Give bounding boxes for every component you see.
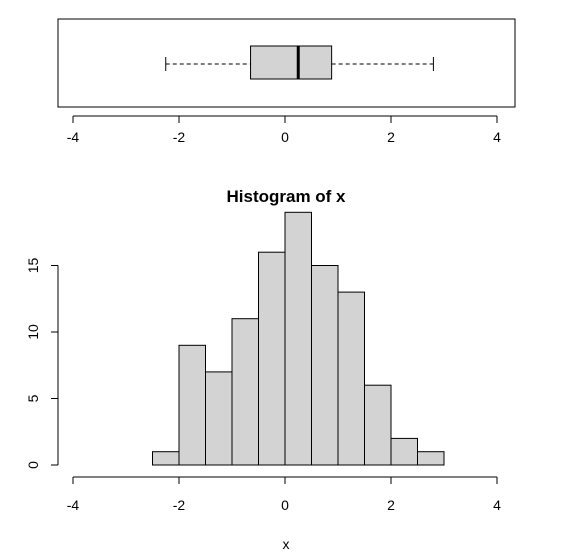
histogram-y-tick-label: 0 (25, 461, 41, 469)
histogram-y-tick-label: 15 (25, 258, 41, 274)
histogram-bar (178, 344, 206, 466)
histogram-panel: Histogram of x -4 -2 0 2 4 0 5 10 15 x (25, 187, 501, 552)
boxplot-x-tick-label: -2 (173, 129, 186, 145)
histogram-bar (390, 437, 418, 466)
boxplot-elements (165, 45, 434, 80)
histogram-bar (311, 265, 339, 466)
histogram-x-tick-label: -2 (173, 497, 186, 513)
histogram-x-tick-label: -4 (67, 497, 80, 513)
histogram-bar (284, 211, 312, 466)
boxplot-x-tick-label: 4 (493, 129, 501, 145)
boxplot-x-axis: -4 -2 0 2 4 (67, 115, 501, 145)
boxplot-x-tick-label: -4 (67, 129, 80, 145)
boxplot-x-tick-label: 0 (281, 129, 289, 145)
interquartile-box (250, 45, 333, 80)
boxplot-panel: -4 -2 0 2 4 (57, 18, 516, 145)
boxplot-x-tick-label: 2 (387, 129, 395, 145)
histogram-bar (258, 251, 286, 466)
histogram-bars (152, 211, 445, 466)
histogram-bar (417, 451, 445, 466)
histogram-bar (231, 318, 259, 466)
histogram-x-tick-label: 0 (281, 497, 289, 513)
histogram-bar (205, 371, 233, 466)
histogram-x-tick-label: 4 (493, 497, 501, 513)
histogram-x-label: x (283, 536, 290, 552)
histogram-y-tick-label: 5 (25, 394, 41, 402)
histogram-title: Histogram of x (226, 187, 346, 206)
histogram-x-axis: -4 -2 0 2 4 (67, 476, 501, 513)
histogram-bar (364, 384, 392, 466)
histogram-y-tick-label: 10 (25, 324, 41, 340)
histogram-x-tick-label: 2 (387, 497, 395, 513)
histogram-bar (337, 291, 365, 466)
histogram-bar (152, 451, 180, 466)
histogram-y-axis: 0 5 10 15 (25, 258, 59, 469)
boxplot-frame (57, 18, 516, 108)
